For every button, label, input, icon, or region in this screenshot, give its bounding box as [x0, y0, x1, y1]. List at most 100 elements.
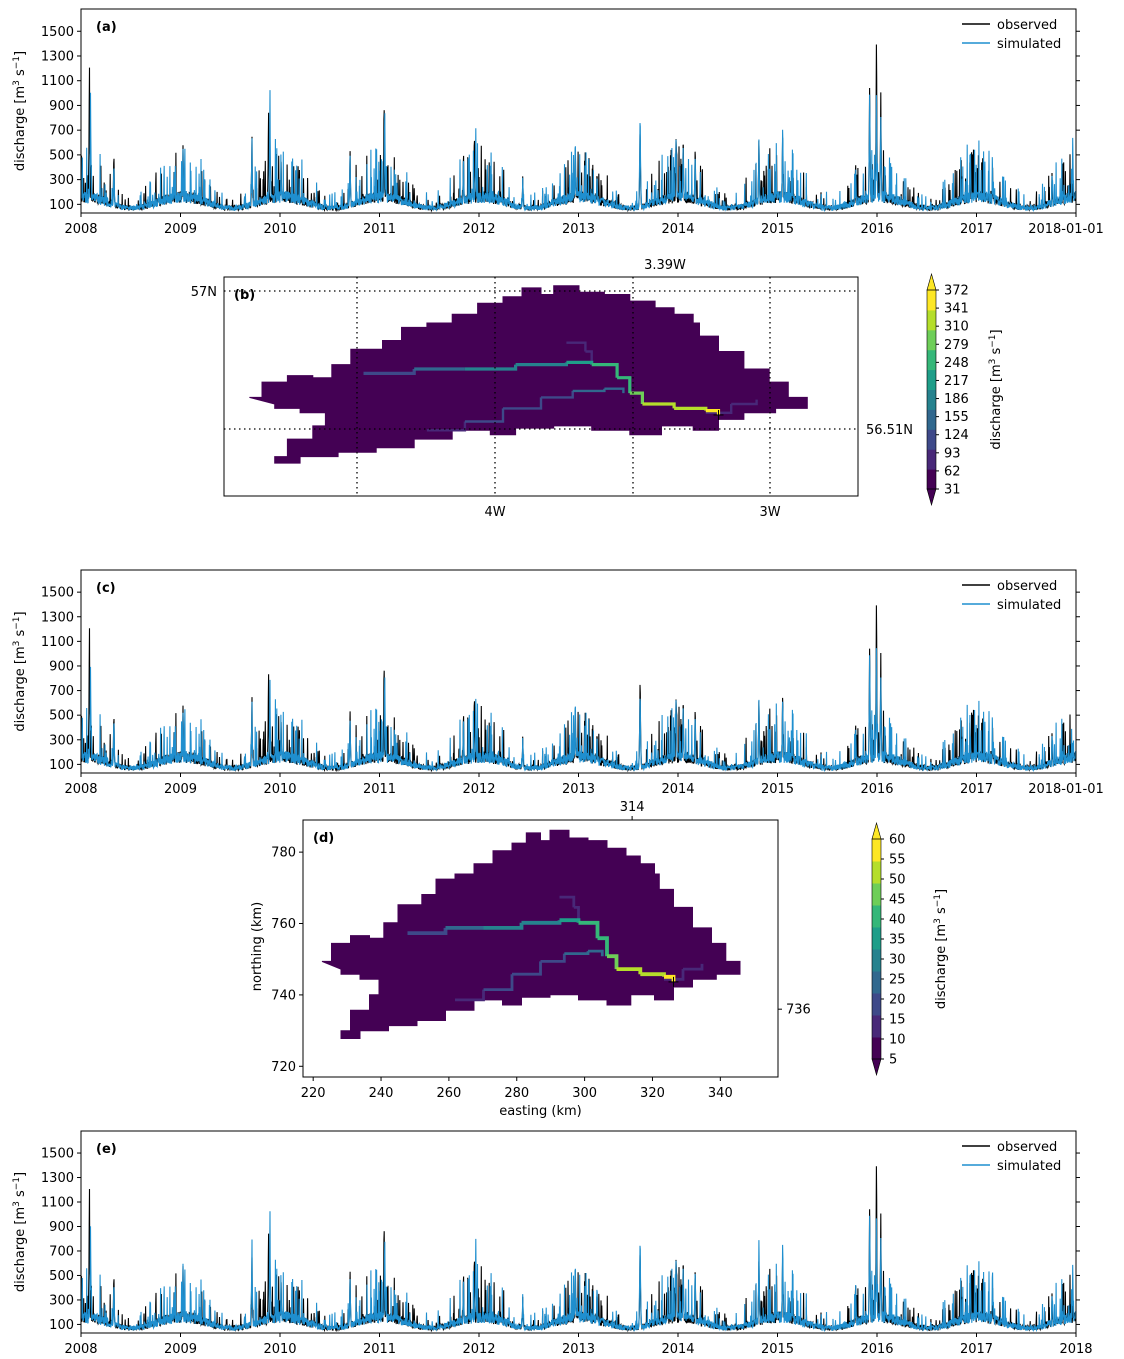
colorbar-tick-label: 217 [944, 374, 969, 389]
colorbar-tick-label: 62 [944, 464, 961, 479]
x-tick-label: 2017 [960, 782, 993, 797]
river-main [591, 363, 619, 378]
x-tick-label: 2016 [860, 1342, 893, 1357]
x-tick-label: 2015 [761, 782, 794, 797]
x-tick-label: 2013 [562, 222, 595, 237]
colorbar-segment [872, 927, 881, 950]
x-tick-label: 2016 [860, 222, 893, 237]
legend-label-simulated: simulated [997, 37, 1061, 52]
map-frame [302, 819, 779, 1078]
colorbar-tick-label: 35 [889, 933, 906, 948]
x-tick-label: 2010 [263, 1342, 296, 1357]
x-tick-label: 2012 [462, 1342, 495, 1357]
river-tributary [483, 974, 514, 991]
y-tick-label: 900 [49, 1220, 74, 1235]
colorbar-tick-label: 310 [944, 320, 969, 335]
x-tick-label: 2012 [462, 782, 495, 797]
series-simulated [80, 1211, 1077, 1333]
river-tributary [512, 961, 542, 976]
x-tick-label: 240 [369, 1086, 394, 1101]
legend-label-simulated: simulated [997, 1159, 1061, 1174]
river-tributary [705, 404, 733, 414]
x-tick-label: 2010 [263, 222, 296, 237]
colorbar-segment [872, 1037, 881, 1060]
x-tick-label: 300 [572, 1086, 597, 1101]
x-tick-label: 2009 [164, 782, 197, 797]
colorbar-tick-label: 341 [944, 302, 969, 317]
river-tributary [573, 906, 580, 921]
x-tick-label: 2011 [363, 222, 396, 237]
river-tributary [683, 963, 704, 971]
y-tick-label: 1100 [41, 635, 74, 650]
x-tick-label: 2018-01-01 [1028, 782, 1104, 797]
y-tick-label: 1500 [41, 25, 74, 40]
legend-label-observed: observed [997, 579, 1057, 594]
colorbar-segment [927, 329, 936, 351]
river-main [597, 936, 609, 957]
y-tick-label: 700 [49, 1244, 74, 1259]
colorbar-tick-label: 5 [889, 1053, 897, 1068]
colorbar-frame [871, 838, 882, 1060]
top-longitude-label: 3.39W [644, 258, 686, 273]
colorbar-tick-label: 30 [889, 953, 906, 968]
x-tick-label: 2015 [761, 1342, 794, 1357]
colorbar-tick-label: 55 [889, 853, 906, 868]
x-tick-label: 2013 [562, 1342, 595, 1357]
river-main [629, 391, 644, 404]
y-tick-label: 100 [49, 198, 74, 213]
y-tick-label: 1300 [41, 1171, 74, 1186]
colorbar-tick-label: 248 [944, 356, 969, 371]
panel-label: (d) [313, 831, 334, 846]
colorbar-segment [927, 449, 936, 470]
series-observed [80, 1166, 1077, 1333]
x-tick-label: 2008 [64, 222, 97, 237]
x-tick-label: 2017 [960, 1342, 993, 1357]
colorbar-extend-max [871, 821, 882, 840]
y-tick-label: 700 [49, 124, 74, 139]
panel-label: (e) [96, 1142, 117, 1157]
colorbar-extend-min [926, 488, 937, 507]
colorbar-tick-label: 40 [889, 913, 906, 928]
y-tick-right-label: 736 [786, 1003, 811, 1018]
x-tick-label: 2011 [363, 782, 396, 797]
colorbar-tick-label: 31 [944, 483, 961, 498]
x-tick-label: 2010 [263, 782, 296, 797]
panel-label: (a) [96, 20, 117, 35]
colorbar-tick-label: 372 [944, 284, 969, 299]
river-main [607, 954, 619, 970]
y-tick-label: 780 [271, 846, 296, 861]
colorbar-label: discharge [m3 s−1] [988, 329, 1004, 449]
river-tributary [455, 989, 485, 1002]
catchment-area [249, 285, 808, 464]
colorbar-frame [926, 289, 937, 490]
x-tick-label: 320 [640, 1086, 665, 1101]
catchment-area [321, 829, 741, 1039]
colorbar-segment [927, 409, 936, 430]
colorbar-tick-label: 45 [889, 893, 906, 908]
lat-label: 56.51N [866, 423, 913, 438]
river-tributary [541, 390, 574, 399]
colorbar-segment [872, 993, 881, 1016]
x-tick-label: 2016 [860, 782, 893, 797]
y-tick-label: 300 [49, 733, 74, 748]
series-observed [80, 605, 1077, 773]
y-axis-label: discharge [m3 s−1] [12, 611, 28, 731]
x-tick-label: 2008 [64, 1342, 97, 1357]
river-tributary [464, 408, 505, 423]
colorbar-segment [927, 349, 936, 371]
x-tick-label: 2015 [761, 222, 794, 237]
colorbar-segment [872, 1015, 881, 1038]
river-tributary [731, 399, 758, 406]
colorbar-tick-label: 25 [889, 973, 906, 988]
y-tick-label: 900 [49, 659, 74, 674]
y-tick-label: 500 [49, 709, 74, 724]
x-tick-label: 340 [708, 1086, 733, 1101]
legend-label-observed: observed [997, 1140, 1057, 1155]
x-tick-label: 220 [301, 1086, 326, 1101]
y-tick-label: 1100 [41, 1196, 74, 1211]
y-tick-label: 1300 [41, 49, 74, 64]
colorbar-segment [927, 369, 936, 390]
y-axis-label: northing (km) [250, 902, 265, 991]
colorbar-segment [872, 883, 881, 906]
panel-label: (b) [234, 288, 255, 303]
